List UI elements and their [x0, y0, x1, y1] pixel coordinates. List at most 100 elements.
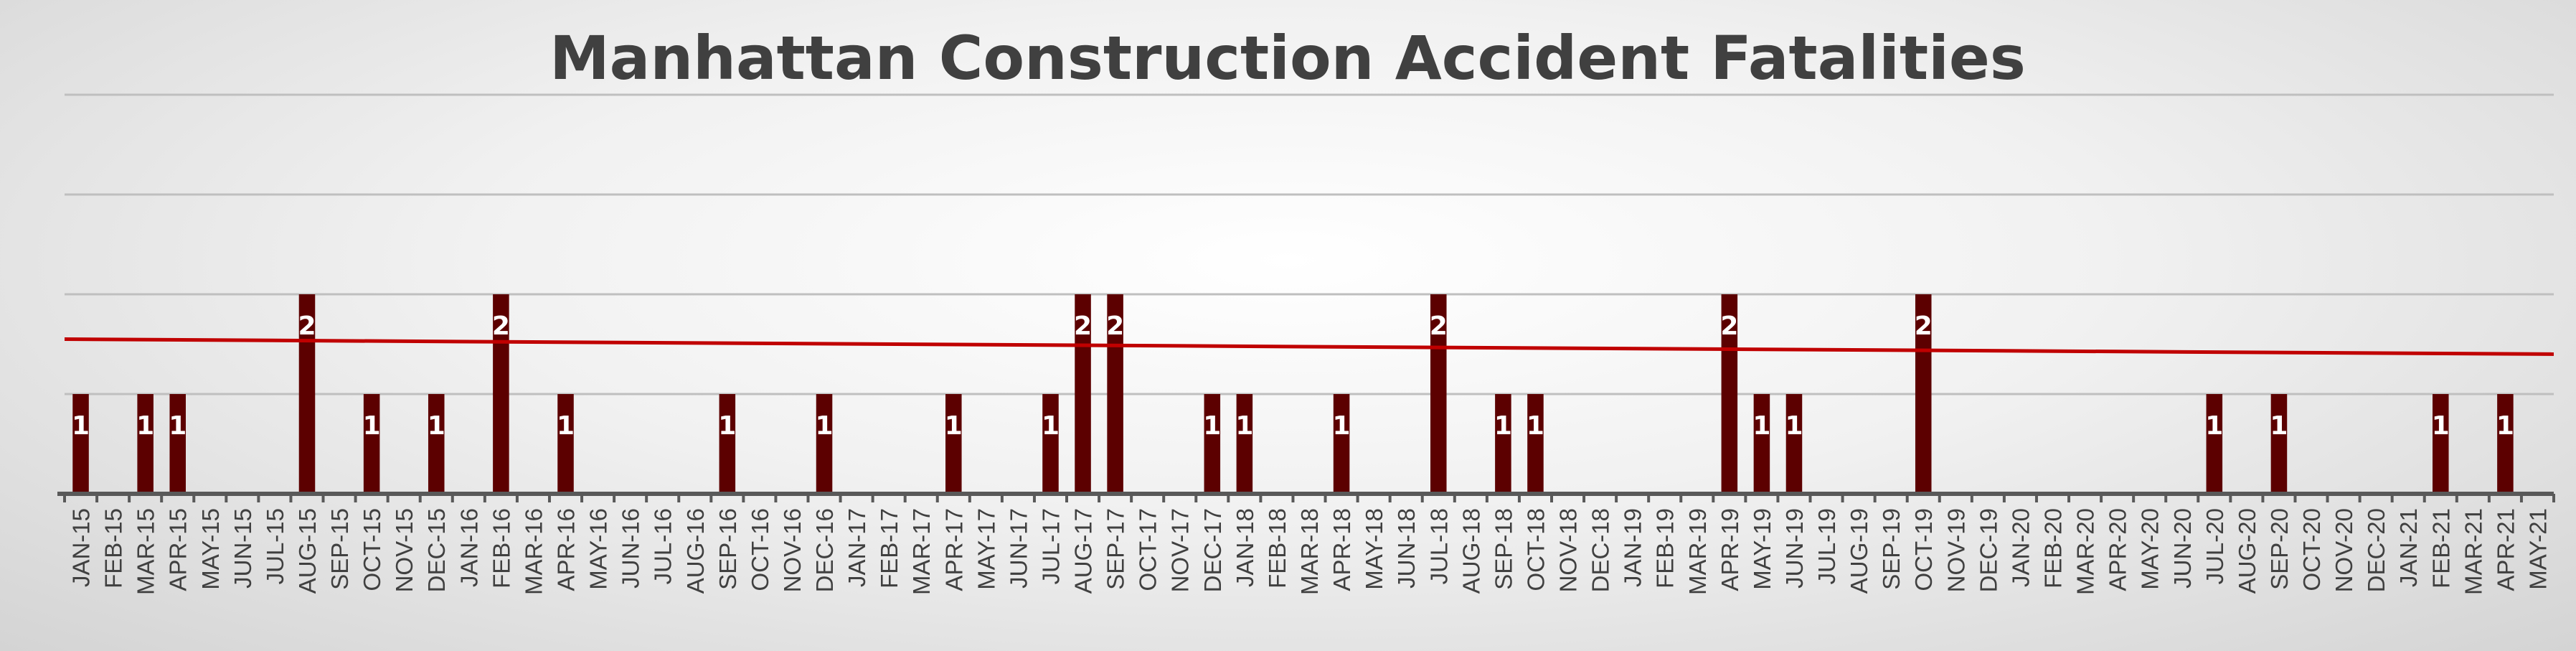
x-tick-label: FEB-15 — [100, 508, 127, 589]
x-tick-label: MAY-19 — [1749, 508, 1775, 590]
data-label: 1 — [1752, 411, 1770, 441]
bar — [1236, 394, 1253, 494]
x-tick-label: MAY-21 — [2524, 508, 2551, 590]
bar — [2497, 394, 2514, 494]
x-tick-label: NOV-17 — [1167, 508, 1194, 592]
x-tick-label: MAR-19 — [1684, 508, 1711, 595]
x-tick-label: MAR-21 — [2460, 508, 2486, 595]
data-label: 2 — [1106, 312, 1124, 341]
bar — [557, 394, 574, 494]
x-tick-label: DEC-16 — [811, 508, 838, 592]
x-tick-label: MAY-15 — [197, 508, 224, 590]
data-label: 2 — [1430, 312, 1448, 341]
x-tick-label: APR-17 — [940, 508, 967, 591]
bar — [1915, 294, 1932, 494]
x-tick-label: NOV-18 — [1555, 508, 1582, 592]
bar — [816, 394, 833, 494]
bar — [1721, 294, 1738, 494]
bar — [1042, 394, 1059, 494]
bar — [945, 394, 962, 494]
x-tick-label: JAN-18 — [1232, 508, 1258, 587]
x-tick-label: MAY-18 — [1361, 508, 1387, 590]
trendline-line — [64, 337, 2554, 356]
x-tick-label: FEB-19 — [1652, 508, 1679, 589]
bar — [298, 294, 316, 494]
x-tick-label: MAY-20 — [2137, 508, 2164, 590]
x-tick-label: APR-20 — [2105, 508, 2131, 591]
x-tick-label: SEP-20 — [2266, 508, 2293, 590]
data-label: 1 — [1785, 411, 1803, 441]
data-label: 1 — [428, 411, 445, 441]
bar — [363, 394, 380, 494]
x-tick-label: JUN-16 — [618, 508, 644, 589]
x-tick-label: MAY-17 — [973, 508, 999, 590]
x-tick-label: JAN-15 — [68, 508, 95, 587]
bar — [2433, 394, 2449, 494]
bar — [1333, 394, 1350, 494]
x-tick-label: AUG-20 — [2234, 508, 2260, 594]
x-tick-label: JUL-16 — [650, 508, 676, 584]
chart-title: Manhattan Construction Accident Fataliti… — [549, 23, 2026, 93]
data-label: 1 — [2432, 411, 2450, 441]
x-tick-label: NOV-19 — [1943, 508, 1969, 592]
x-tick-label: JAN-20 — [2007, 508, 2034, 587]
data-label: 1 — [136, 411, 154, 441]
data-label: 1 — [1203, 411, 1221, 441]
bar — [2270, 394, 2288, 494]
x-tick-label: DEC-18 — [1587, 508, 1614, 592]
x-tick-label: NOV-16 — [779, 508, 806, 592]
x-tick-label: JUL-17 — [1037, 508, 1064, 584]
data-label: 1 — [1235, 411, 1253, 441]
data-label: 1 — [557, 411, 575, 441]
data-label: 2 — [1074, 312, 1092, 341]
x-tick-label: AUG-15 — [294, 508, 321, 594]
x-tick-label: NOV-15 — [391, 508, 417, 592]
x-axis: JAN-15 FEB-15 MAR-15 APR-15 MAY-15 JUN-15 JUL-… — [57, 492, 2555, 595]
x-tick-label: AUG-16 — [682, 508, 709, 594]
x-tick-label: AUG-19 — [1846, 508, 1872, 594]
x-tick-label: JAN-21 — [2395, 508, 2422, 587]
x-tick-label: JUN-19 — [1781, 508, 1808, 589]
x-tick-label: JUN-15 — [230, 508, 256, 589]
x-tick-label: FEB-21 — [2428, 508, 2454, 589]
x-tick-label: APR-15 — [165, 508, 192, 591]
x-tick-label: JAN-19 — [1620, 508, 1646, 587]
x-tick-label: FEB-16 — [488, 508, 514, 589]
x-tick-label: SEP-18 — [1490, 508, 1516, 590]
x-tick-label: APR-16 — [553, 508, 580, 591]
data-label: 1 — [1333, 411, 1351, 441]
data-label: 2 — [298, 312, 316, 341]
x-tick-label: JUN-17 — [1005, 508, 1032, 589]
bar — [1430, 294, 1447, 494]
data-label: 1 — [2496, 411, 2514, 441]
bar — [169, 394, 186, 494]
x-tick-label: JUN-20 — [2169, 508, 2196, 589]
x-tick-label: APR-19 — [1717, 508, 1743, 591]
bar — [72, 394, 89, 494]
data-label: 2 — [1915, 312, 1933, 341]
x-tick-label: JUL-15 — [262, 508, 288, 584]
x-tick-label: MAR-15 — [133, 508, 159, 595]
x-tick-label: DEC-17 — [1199, 508, 1226, 592]
x-tick-label: DEC-15 — [423, 508, 450, 592]
x-tick-label: SEP-19 — [1878, 508, 1905, 590]
data-label: 1 — [945, 411, 963, 441]
data-label: 1 — [363, 411, 381, 441]
bar — [719, 394, 736, 494]
x-tick-label: FEB-18 — [1264, 508, 1291, 589]
x-tick-label: SEP-16 — [714, 508, 741, 590]
x-tick-label: MAR-18 — [1296, 508, 1323, 595]
x-tick-label: OCT-20 — [2298, 508, 2325, 591]
bar — [1753, 394, 1770, 494]
data-label: 1 — [2205, 411, 2223, 441]
data-label: 1 — [169, 411, 187, 441]
x-tick-label: APR-18 — [1329, 508, 1355, 591]
bar — [1204, 394, 1221, 494]
x-tick-label: OCT-19 — [1910, 508, 1937, 591]
bar — [137, 394, 154, 494]
x-tick-label: SEP-17 — [1103, 508, 1129, 590]
data-label: 1 — [1042, 411, 1060, 441]
data-label: 2 — [492, 312, 510, 341]
x-tick-label: NOV-20 — [2331, 508, 2357, 592]
